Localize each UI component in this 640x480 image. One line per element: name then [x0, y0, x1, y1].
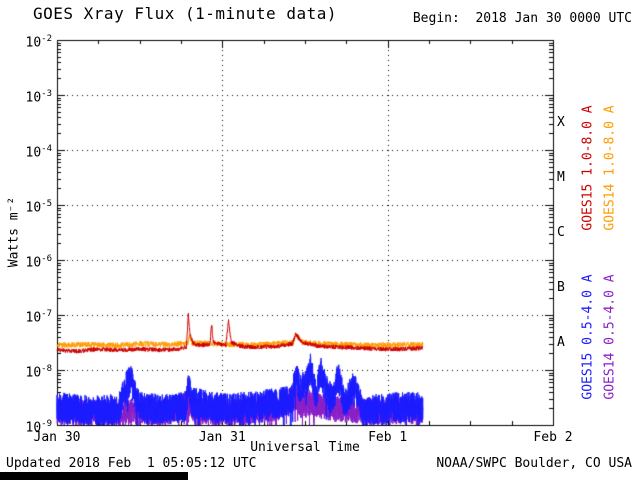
footer-source-credit: NOAA/SWPC Boulder, CO USA	[436, 456, 632, 471]
flare-class-letter: X	[557, 114, 565, 130]
y-tick-label: 10-7	[25, 309, 53, 326]
x-tick-label: Feb 1	[368, 430, 408, 445]
flare-class-letter: C	[557, 224, 565, 240]
series-label: GOES14 0.5-4.0 A	[602, 274, 618, 400]
series-label: GOES14 1.0-8.0 A	[602, 105, 618, 231]
footer-updated-timestamp: Updated 2018 Feb 1 05:05:12 UTC	[6, 456, 257, 471]
y-tick-label: 10-6	[25, 254, 53, 271]
flare-class-letter: B	[557, 279, 565, 295]
y-tick-label: 10-5	[25, 199, 53, 216]
y-tick-label: 10-4	[25, 144, 53, 161]
flare-class-letter: M	[557, 169, 565, 185]
x-tick-label: Feb 2	[533, 430, 573, 445]
series-label: GOES15 0.5-4.0 A	[580, 274, 596, 400]
y-tick-label: 10-8	[25, 364, 53, 381]
y-tick-label: 10-9	[25, 419, 53, 436]
begin-time-label: Begin: 2018 Jan 30 0000 UTC	[412, 11, 632, 26]
y-tick-label: 10-2	[25, 34, 53, 51]
series-label: GOES15 1.0-8.0 A	[580, 105, 596, 231]
bottom-bar	[0, 472, 188, 480]
chart-title: GOES Xray Flux (1-minute data)	[33, 4, 337, 23]
y-tick-label: 10-3	[25, 89, 53, 106]
x-axis-title: Universal Time	[250, 440, 360, 455]
x-tick-label: Jan 30	[33, 430, 81, 445]
flare-class-letter: A	[557, 334, 565, 350]
x-tick-label: Jan 31	[198, 430, 246, 445]
